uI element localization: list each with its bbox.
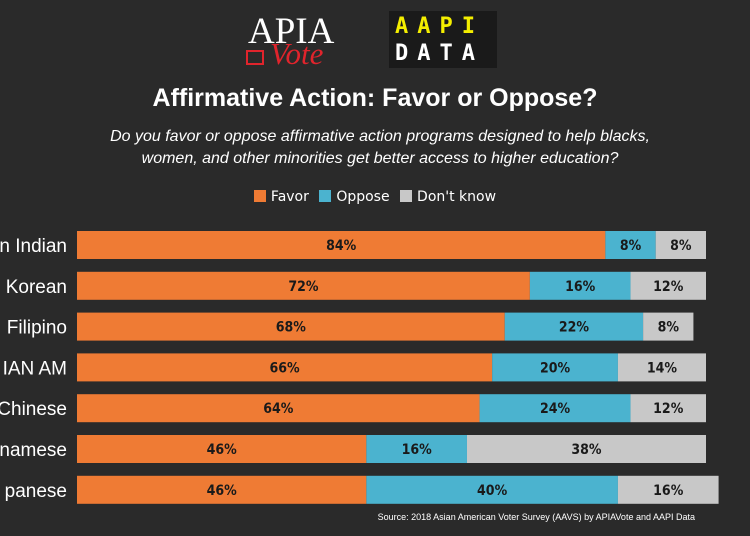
bar-segment [77, 435, 367, 463]
aapi-logo-text: AAPI [395, 14, 484, 39]
data-label: 46% [207, 483, 238, 499]
data-label: 16% [653, 483, 684, 499]
bar-segment [77, 271, 530, 300]
data-label: 14% [647, 360, 678, 376]
data-label: 8% [620, 238, 642, 254]
bar-segment [617, 475, 719, 504]
category-label: panese [5, 481, 67, 502]
data-label: 64% [263, 401, 294, 417]
data-label: 68% [276, 320, 307, 336]
legend-label-favor: Favor [270, 189, 309, 205]
legend-swatch-dont-know [400, 190, 413, 202]
aapi-data-logo: AAPI DATA [389, 11, 497, 68]
legend-label-oppose: Oppose [336, 189, 390, 205]
bar-segment [630, 394, 706, 423]
bar-segment [605, 231, 656, 259]
bar-segment [366, 435, 467, 463]
data-label: 66% [269, 360, 300, 376]
data-label: 16% [565, 279, 596, 295]
data-logo-text: DATA [395, 41, 484, 66]
legend: Favor Oppose Don't know [0, 189, 750, 205]
bar-segment [77, 475, 367, 504]
chart-subtitle: Do you favor or oppose affirmative actio… [110, 128, 650, 167]
apia-logo-text: APIA [248, 11, 335, 52]
category-label: Korean [6, 277, 67, 298]
category-label: n Indian [0, 236, 67, 257]
bar-segment [492, 353, 618, 382]
bar-segment [529, 271, 631, 300]
data-label: 72% [288, 279, 319, 295]
data-label: 12% [653, 279, 684, 295]
data-label: 22% [559, 320, 590, 336]
data-label: 24% [540, 401, 571, 417]
bar-segment [466, 435, 706, 463]
bar-segment [630, 271, 706, 300]
data-label: 16% [402, 442, 433, 458]
category-label: IAN AM [3, 358, 67, 379]
bar-segment [479, 394, 631, 423]
bar-segment [77, 312, 505, 341]
legend-item-dont-know: Don't know [400, 189, 496, 205]
legend-item-favor: Favor [253, 189, 309, 205]
data-label: 8% [670, 238, 692, 254]
category-label: Chinese [0, 399, 67, 420]
vote-logo-text: Vote [270, 36, 324, 71]
bar-segment [366, 475, 618, 504]
data-label: 8% [658, 320, 680, 336]
data-label: 12% [653, 401, 684, 417]
checkbox-icon [246, 50, 264, 65]
bar-segment [77, 394, 480, 423]
data-label: 84% [326, 238, 357, 254]
bar-segment [504, 312, 644, 341]
bar-segment [77, 231, 606, 259]
bar-segment [77, 353, 493, 382]
apiavote-logo: APIA Vote [244, 10, 348, 71]
source-note: Source: 2018 Asian American Voter Survey… [377, 512, 695, 522]
data-label: 20% [540, 360, 571, 376]
legend-swatch-oppose [319, 190, 332, 202]
data-label: 46% [207, 442, 238, 458]
data-label: 38% [571, 442, 602, 458]
category-label: Filipino [7, 318, 67, 339]
bar-segment [617, 353, 706, 382]
legend-item-oppose: Oppose [319, 189, 390, 205]
bar-segment [655, 231, 706, 259]
bar-segment [643, 312, 694, 341]
legend-label-dont-know: Don't know [417, 189, 497, 205]
data-label: 40% [477, 483, 508, 499]
category-label: namese [0, 440, 67, 461]
legend-swatch-favor [253, 190, 266, 202]
chart-title: Affirmative Action: Favor or Oppose? [152, 84, 598, 112]
